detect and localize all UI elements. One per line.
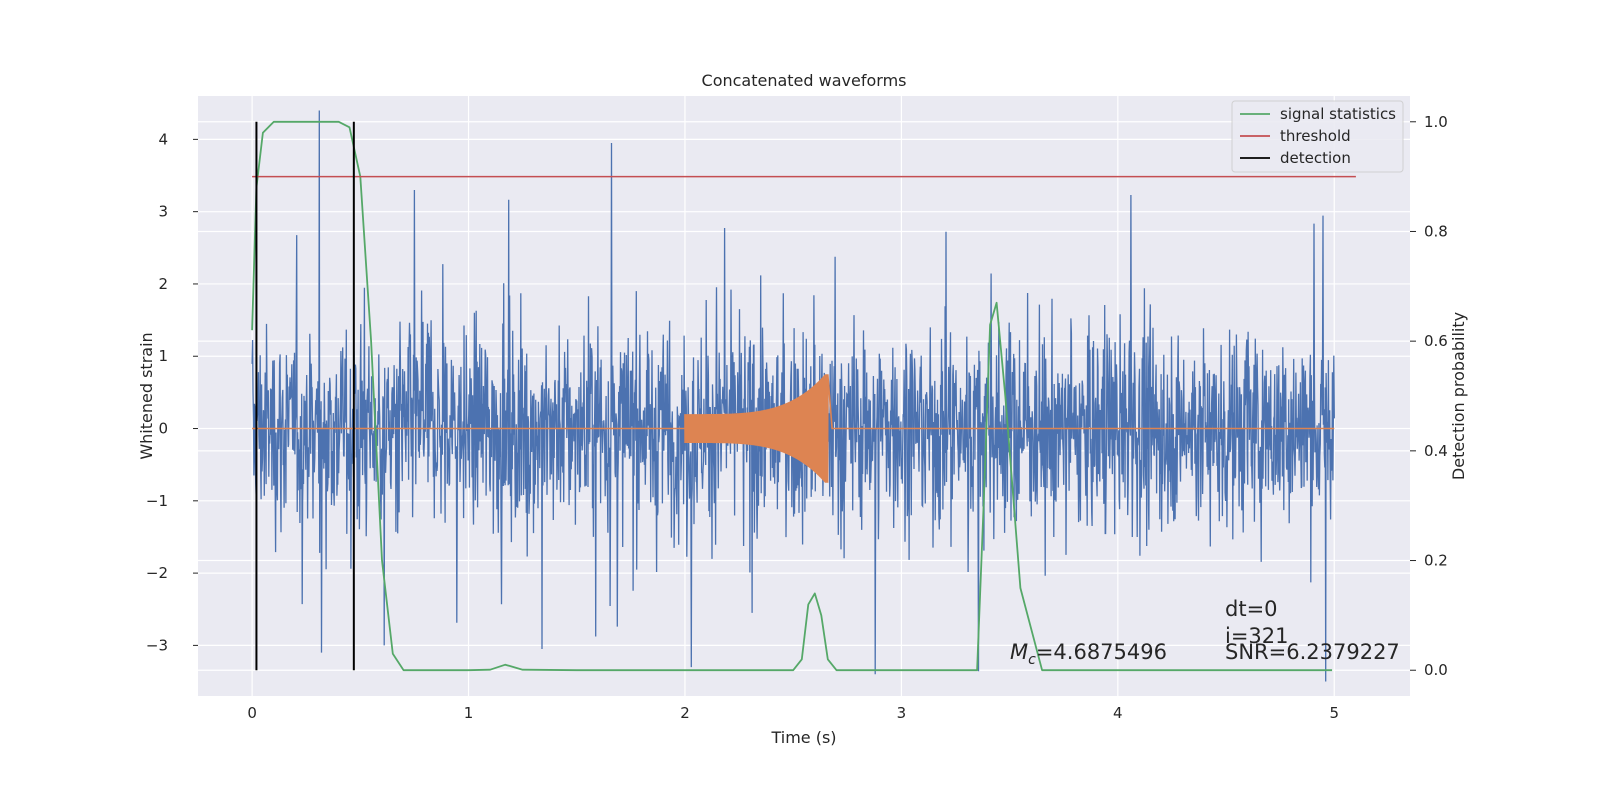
y-tick-label: −3 xyxy=(146,636,168,654)
y-tick-label: −1 xyxy=(146,492,168,510)
annotation-dt: dt=0 xyxy=(1225,597,1278,621)
annotation-chirp-mass: Mc=4.6875496 xyxy=(1010,640,1167,668)
y-tick-label: 1 xyxy=(158,347,168,365)
detection-series xyxy=(255,121,355,671)
y2-tick-label: 0.2 xyxy=(1424,552,1448,570)
legend-box xyxy=(1231,100,1404,173)
signal-line xyxy=(252,374,1335,483)
annotation-i: i=321 xyxy=(1225,624,1289,648)
annotation-mc-subscript: c xyxy=(1028,652,1036,668)
y2-tick-label: 1.0 xyxy=(1424,113,1448,131)
y2-tick-label: 0.0 xyxy=(1424,661,1448,679)
x-tick-label: 0 xyxy=(247,704,257,722)
y-tick-label: 2 xyxy=(158,275,168,293)
x-tick-label: 2 xyxy=(680,704,690,722)
y2-tick-label: 0.6 xyxy=(1424,332,1448,350)
x-tick-label: 1 xyxy=(464,704,474,722)
annotation-mc-symbol: M xyxy=(1010,640,1028,664)
x-axis-label: Time (s) xyxy=(770,728,836,747)
x-tick-label: 3 xyxy=(897,704,907,722)
x-tick-label: 4 xyxy=(1113,704,1123,722)
y2-axis-label: Detection probability xyxy=(1449,312,1468,480)
y-tick-label: 4 xyxy=(158,130,168,148)
x-tick-label: 5 xyxy=(1329,704,1339,722)
injected-signal-series xyxy=(252,374,1335,483)
annotation-snr: SNR=6.2379227 xyxy=(1225,640,1400,664)
legend-label-signal-statistics: signal statistics xyxy=(1280,105,1396,123)
y-tick-label: 3 xyxy=(158,203,168,221)
y-tick-label: 0 xyxy=(158,420,168,438)
tick-marks: 0 1 2 3 4 5 −3 −2 −1 0 1 2 3 4 0.0 0.2 0.4 0.6 0.8 1.0 xyxy=(146,113,1448,722)
legend-label-detection: detection xyxy=(1280,149,1351,167)
y2-tick-label: 0.8 xyxy=(1424,222,1448,240)
y-axis-label: Whitened strain xyxy=(137,332,156,459)
annotation-mc-value: =4.6875496 xyxy=(1036,640,1167,664)
signal-statistics-line xyxy=(251,120,1333,672)
y2-tick-label: 0.4 xyxy=(1424,442,1448,460)
legend: signal statistics threshold detection xyxy=(1231,100,1404,173)
signal-statistics-series xyxy=(251,120,1333,672)
chart-title: Concatenated waveforms xyxy=(702,71,907,90)
y-tick-label: −2 xyxy=(146,564,168,582)
legend-label-threshold: threshold xyxy=(1280,127,1351,145)
